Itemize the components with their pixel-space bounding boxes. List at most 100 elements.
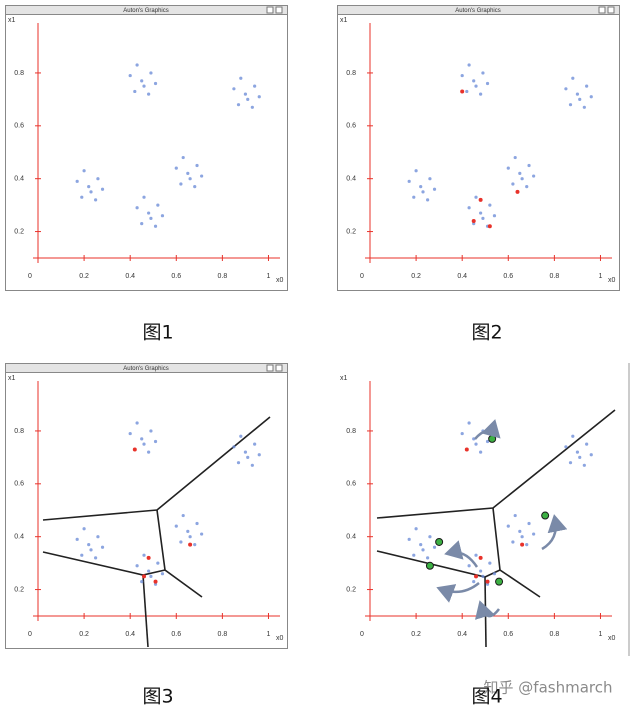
data-point bbox=[568, 103, 573, 107]
data-point bbox=[513, 513, 517, 518]
panel: 0 0.2 0.4 0.6 0.8 1 0.2 0.4 0.6 0.8 x0 x1 bbox=[340, 363, 630, 656]
cluster-boundary bbox=[142, 574, 149, 648]
cluster-boundary bbox=[376, 550, 501, 578]
data-point bbox=[419, 543, 423, 547]
caption: 图1 bbox=[142, 322, 173, 344]
data-point bbox=[460, 431, 464, 436]
data-point bbox=[236, 103, 241, 107]
data-point bbox=[513, 155, 517, 160]
y-axis-label: x1 bbox=[8, 375, 16, 382]
data-point bbox=[467, 206, 471, 210]
data-point bbox=[195, 521, 199, 526]
x-tick-label: 0.4 bbox=[125, 273, 135, 280]
x-tick-label: 0 bbox=[360, 631, 364, 638]
data-point bbox=[75, 179, 79, 183]
window-frame bbox=[5, 363, 288, 649]
data-point bbox=[479, 450, 483, 454]
data-point bbox=[232, 87, 236, 91]
x-tick-label: 1 bbox=[267, 631, 271, 638]
data-point bbox=[479, 569, 483, 573]
data-point bbox=[133, 89, 137, 94]
caption: 图2 bbox=[471, 322, 502, 344]
data-point bbox=[568, 461, 573, 465]
data-point bbox=[246, 455, 250, 459]
data-point bbox=[94, 198, 98, 202]
data-point bbox=[407, 179, 411, 183]
y-tick-label: 0.2 bbox=[14, 228, 24, 235]
data-point bbox=[481, 71, 485, 75]
data-point bbox=[246, 97, 250, 101]
data-point bbox=[253, 84, 257, 88]
data-point bbox=[414, 527, 418, 531]
data-point bbox=[421, 548, 425, 552]
data-point bbox=[140, 437, 144, 441]
x-tick-label: 0.6 bbox=[171, 631, 181, 638]
x-tick-label: 0.6 bbox=[171, 273, 181, 280]
data-point bbox=[147, 569, 151, 573]
data-point bbox=[253, 442, 257, 446]
data-point bbox=[243, 92, 248, 96]
data-point bbox=[153, 81, 158, 86]
window-button bbox=[266, 6, 274, 14]
centroid bbox=[460, 89, 465, 94]
data-point bbox=[525, 543, 529, 547]
data-point bbox=[488, 203, 492, 207]
caption: 图3 bbox=[142, 686, 173, 708]
data-point bbox=[135, 564, 139, 568]
y-tick-label: 0.4 bbox=[346, 534, 356, 541]
x-tick-label: 1 bbox=[599, 631, 603, 638]
data-point bbox=[89, 548, 93, 552]
data-point bbox=[75, 537, 79, 541]
x-tick-label: 0 bbox=[28, 631, 32, 638]
y-tick-label: 0.2 bbox=[346, 586, 356, 593]
data-point bbox=[140, 580, 144, 584]
centroid bbox=[487, 224, 492, 229]
data-point bbox=[585, 442, 589, 446]
data-point bbox=[188, 535, 192, 539]
y-tick-label: 0.4 bbox=[14, 176, 24, 183]
data-point bbox=[128, 73, 132, 78]
data-point bbox=[239, 76, 243, 80]
data-point bbox=[485, 582, 490, 586]
x-axis-label: x0 bbox=[276, 635, 284, 642]
y-tick-label: 0.2 bbox=[14, 586, 24, 593]
x-tick-label: 0.8 bbox=[550, 273, 560, 280]
data-point bbox=[257, 453, 261, 457]
window-frame bbox=[5, 5, 288, 291]
data-point bbox=[428, 535, 432, 539]
data-point bbox=[412, 553, 416, 557]
move-arrow bbox=[444, 540, 479, 568]
y-tick-label: 0.8 bbox=[14, 70, 24, 77]
data-point bbox=[582, 463, 586, 467]
data-point bbox=[236, 461, 241, 465]
data-point bbox=[257, 95, 261, 99]
data-point bbox=[485, 439, 490, 444]
data-point bbox=[492, 214, 497, 218]
y-tick-label: 0.6 bbox=[346, 481, 356, 488]
data-point bbox=[467, 421, 471, 425]
window-title: Auton's Graphics bbox=[455, 8, 501, 14]
data-point bbox=[149, 216, 153, 220]
data-point bbox=[532, 174, 536, 178]
y-tick-label: 0.8 bbox=[346, 428, 356, 435]
y-axis-label: x1 bbox=[340, 17, 348, 24]
data-point bbox=[485, 81, 490, 86]
data-point bbox=[96, 177, 100, 181]
data-point bbox=[421, 190, 425, 194]
data-point bbox=[589, 95, 593, 99]
window-title: Auton's Graphics bbox=[123, 8, 169, 14]
window-title: Auton's Graphics bbox=[123, 366, 169, 372]
data-point bbox=[589, 453, 593, 457]
data-point bbox=[87, 185, 91, 189]
watermark: 知乎 @fashmarch bbox=[484, 679, 613, 697]
x-tick-label: 0.2 bbox=[411, 273, 421, 280]
centroid bbox=[520, 542, 525, 547]
centroid bbox=[471, 218, 476, 223]
data-point bbox=[135, 63, 139, 67]
data-point bbox=[193, 185, 197, 189]
data-point bbox=[585, 84, 589, 88]
data-point bbox=[82, 169, 86, 173]
data-point bbox=[188, 177, 192, 181]
data-point bbox=[179, 182, 183, 186]
centroid bbox=[142, 574, 147, 579]
